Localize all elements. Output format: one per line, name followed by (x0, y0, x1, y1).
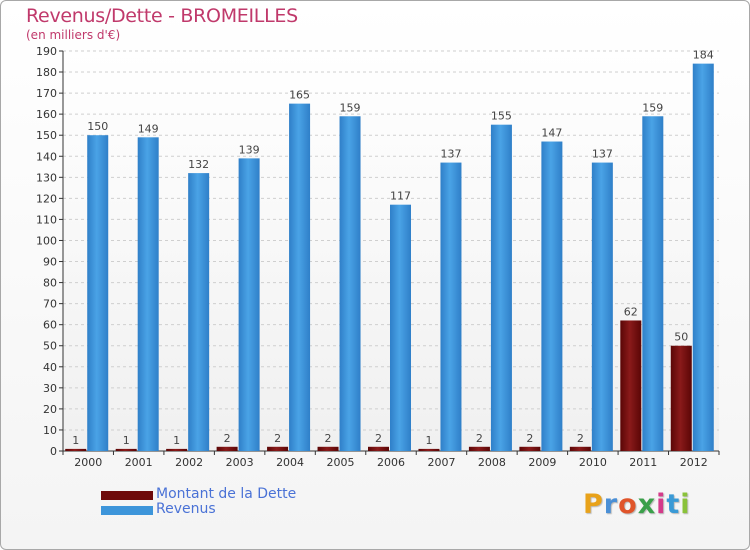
data-label-revenue: 150 (87, 120, 108, 133)
data-label-revenue: 165 (289, 89, 310, 102)
y-tick-label: 180 (36, 66, 57, 79)
y-tick-label: 90 (43, 256, 57, 269)
y-tick-label: 0 (50, 445, 57, 458)
data-label-debt: 1 (425, 434, 432, 447)
y-tick-label: 20 (43, 403, 57, 416)
y-tick-label: 150 (36, 129, 57, 142)
bar-revenue (137, 137, 159, 451)
bar-debt (317, 446, 339, 451)
y-tick-label: 100 (36, 234, 57, 247)
x-tick-label: 2008 (478, 456, 506, 469)
x-tick-label: 2012 (680, 456, 708, 469)
x-tick-label: 2001 (125, 456, 153, 469)
bar-debt (65, 448, 87, 451)
x-tick-label: 2003 (226, 456, 254, 469)
y-tick-label: 10 (43, 424, 57, 437)
x-tick-label: 2007 (427, 456, 455, 469)
data-label-revenue: 137 (592, 148, 613, 161)
legend-label-revenue: Revenus (156, 501, 216, 517)
x-tick-label: 2010 (579, 456, 607, 469)
bar-revenue (238, 158, 260, 452)
x-tick-label: 2004 (276, 456, 304, 469)
y-tick-label: 110 (36, 213, 57, 226)
bar-revenue (692, 63, 714, 451)
x-tick-label: 2002 (175, 456, 203, 469)
data-label-debt: 2 (375, 432, 382, 445)
bar-debt (468, 446, 490, 451)
bar-debt (519, 446, 541, 451)
data-label-debt: 2 (577, 432, 584, 445)
data-label-revenue: 159 (340, 101, 361, 114)
legend-swatch-debt (101, 491, 153, 500)
chart-title: Revenus/Dette - BROMEILLES (26, 5, 298, 27)
x-tick-label: 2011 (629, 456, 657, 469)
bar-revenue (87, 135, 109, 452)
x-tick-label: 2000 (74, 456, 102, 469)
data-label-revenue: 155 (491, 110, 512, 123)
bar-debt (166, 448, 188, 451)
legend-swatch-revenue (101, 506, 153, 515)
data-label-revenue: 117 (390, 190, 411, 203)
data-label-debt: 62 (624, 305, 638, 318)
y-tick-label: 30 (43, 382, 57, 395)
x-tick-label: 2006 (377, 456, 405, 469)
y-tick-label: 140 (36, 150, 57, 163)
proxiti-logo: Proxiti (583, 489, 691, 520)
data-label-revenue: 147 (541, 127, 562, 140)
data-label-revenue: 137 (440, 148, 461, 161)
data-label-debt: 2 (325, 432, 332, 445)
x-tick-label: 2009 (528, 456, 556, 469)
data-label-debt: 2 (476, 432, 483, 445)
data-label-debt: 2 (274, 432, 281, 445)
bar-revenue (188, 173, 210, 451)
bar-debt (115, 448, 137, 451)
data-label-revenue: 159 (642, 101, 663, 114)
y-tick-label: 130 (36, 171, 57, 184)
y-tick-label: 170 (36, 87, 57, 100)
data-label-revenue: 139 (239, 143, 260, 156)
data-label-debt: 1 (173, 434, 180, 447)
y-tick-label: 60 (43, 319, 57, 332)
y-tick-label: 120 (36, 192, 57, 205)
legend-label-debt: Montant de la Dette (156, 486, 297, 502)
bar-revenue (642, 116, 664, 452)
data-label-debt: 2 (526, 432, 533, 445)
bar-revenue (390, 204, 411, 451)
data-label-debt: 2 (224, 432, 231, 445)
bar-revenue (591, 162, 613, 451)
bar-revenue (490, 124, 512, 452)
y-tick-label: 80 (43, 277, 57, 290)
bar-revenue (541, 141, 563, 452)
y-tick-label: 70 (43, 298, 57, 311)
bar-revenue (440, 162, 462, 451)
bar-debt (368, 446, 389, 451)
y-tick-label: 50 (43, 340, 57, 353)
bar-debt (620, 320, 642, 451)
bar-debt (418, 448, 440, 451)
bar-revenue (339, 116, 361, 452)
data-label-debt: 50 (674, 331, 688, 344)
data-label-revenue: 149 (138, 122, 159, 135)
data-label-revenue: 132 (188, 158, 209, 171)
bar-debt (670, 345, 692, 451)
y-tick-label: 190 (36, 45, 57, 58)
bar-debt (267, 446, 289, 451)
bar-revenue (289, 103, 311, 451)
chart-subtitle: (en milliers d'€) (26, 28, 121, 42)
y-tick-label: 40 (43, 361, 57, 374)
bar-debt (216, 446, 238, 451)
bar-debt (569, 446, 591, 451)
data-label-revenue: 184 (693, 49, 714, 62)
y-tick-label: 160 (36, 108, 57, 121)
x-tick-label: 2005 (327, 456, 355, 469)
data-label-debt: 1 (123, 434, 130, 447)
data-label-debt: 1 (72, 434, 79, 447)
